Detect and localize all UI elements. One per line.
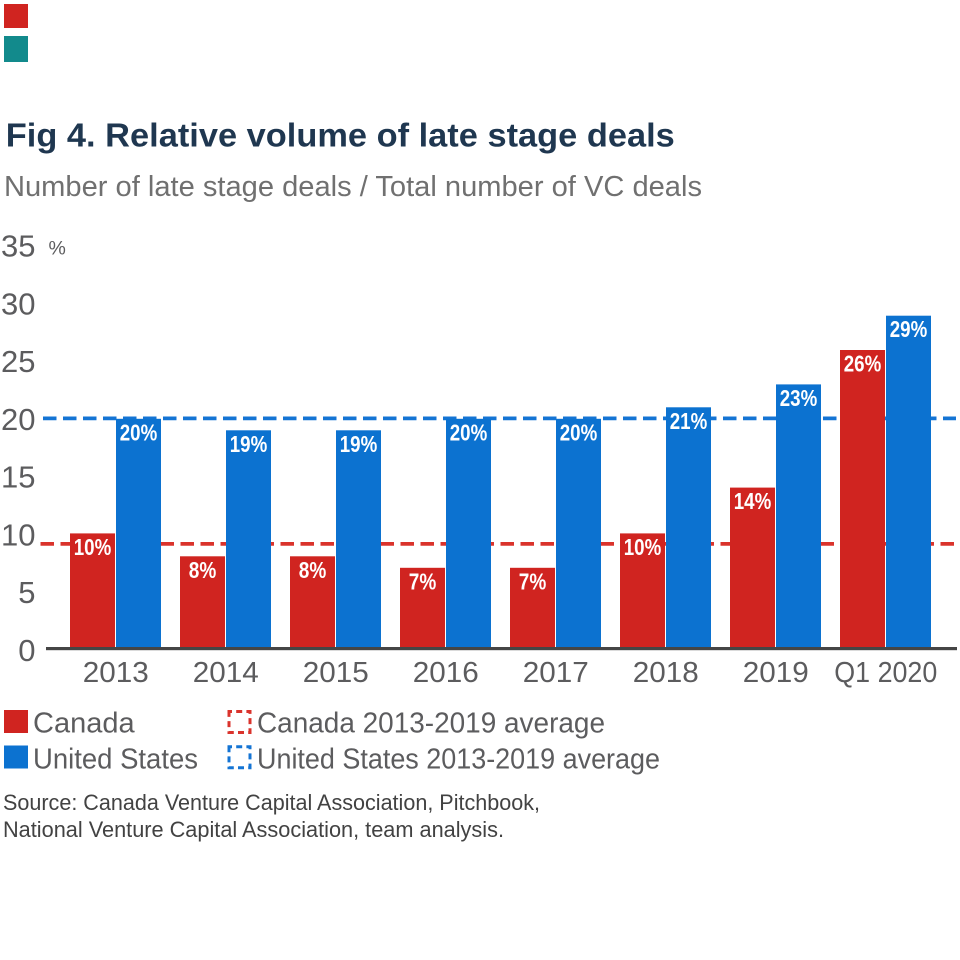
svg-text:2013: 2013 [83,657,149,689]
svg-text:0: 0 [18,633,35,668]
svg-text:7%: 7% [519,568,547,594]
svg-text:Fig 4. Relative volume of late: Fig 4. Relative volume of late stage dea… [6,117,675,154]
svg-text:United States 2013-2019 averag: United States 2013-2019 average [257,744,660,776]
svg-text:15: 15 [1,460,35,495]
svg-text:20%: 20% [120,419,158,445]
svg-text:14%: 14% [734,488,772,514]
svg-text:10%: 10% [624,534,662,560]
svg-text:19%: 19% [230,431,268,457]
svg-text:Canada: Canada [33,708,135,740]
svg-text:Canada 2013-2019 average: Canada 2013-2019 average [257,708,605,740]
svg-text:19%: 19% [340,431,378,457]
svg-text:8%: 8% [189,557,217,583]
svg-text:2015: 2015 [303,657,369,689]
svg-text:Number of late stage deals / T: Number of late stage deals / Total numbe… [4,171,702,203]
svg-text:23%: 23% [780,385,818,411]
svg-text:20%: 20% [560,419,598,445]
svg-text:2016: 2016 [413,657,479,689]
svg-text:26%: 26% [844,351,882,377]
svg-text:25: 25 [1,344,35,379]
svg-text:7%: 7% [409,568,437,594]
svg-text:21%: 21% [670,408,708,434]
svg-text:Source: Canada Venture Capital: Source: Canada Venture Capital Associati… [3,790,540,815]
svg-text:United States: United States [33,744,198,776]
svg-text:8%: 8% [299,557,327,583]
svg-text:National Venture Capital Assoc: National Venture Capital Association, te… [3,817,504,842]
svg-text:Q1 2020: Q1 2020 [834,657,937,689]
svg-text:%: % [49,238,66,260]
svg-text:5: 5 [18,575,35,610]
svg-text:2017: 2017 [523,657,589,689]
svg-text:20: 20 [1,402,35,437]
svg-text:30: 30 [1,286,35,321]
svg-text:29%: 29% [890,316,928,342]
svg-text:2019: 2019 [743,657,809,689]
svg-text:35: 35 [1,229,35,264]
svg-text:20%: 20% [450,419,488,445]
svg-text:10%: 10% [74,534,112,560]
svg-text:2018: 2018 [633,657,699,689]
svg-text:10: 10 [1,517,35,552]
svg-text:2014: 2014 [193,657,259,689]
